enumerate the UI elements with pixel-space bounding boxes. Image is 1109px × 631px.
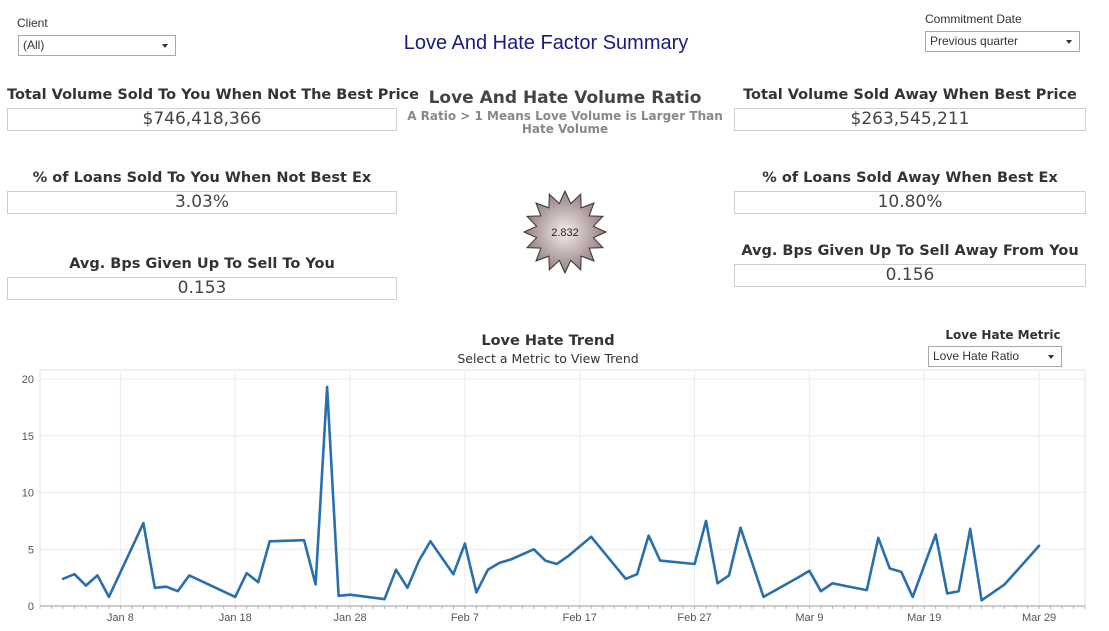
kpi-value-avg-bps-away: 0.156 <box>734 264 1086 287</box>
kpi-value-avg-bps-to-you: 0.153 <box>7 277 397 300</box>
commitment-date-filter-label: Commitment Date <box>925 12 1022 26</box>
starburst-shape <box>522 190 608 274</box>
y-tick-label: 20 <box>22 374 34 386</box>
love-hate-metric-dropdown[interactable]: Love Hate Ratio <box>928 346 1062 367</box>
kpi-label-avg-bps-away: Avg. Bps Given Up To Sell Away From You <box>741 243 1079 259</box>
ratio-value: 2.832 <box>551 227 579 239</box>
plot-area-border <box>39 369 1086 607</box>
chevron-down-icon <box>1066 40 1072 44</box>
kpi-label-pct-loans-sold-away: % of Loans Sold Away When Best Ex <box>762 170 1058 186</box>
y-tick-label: 10 <box>22 488 34 500</box>
x-tick-label: Mar 9 <box>795 612 823 624</box>
x-tick-label: Jan 28 <box>334 612 367 624</box>
love-hate-metric-dropdown-value: Love Hate Ratio <box>933 349 1020 363</box>
kpi-value-pct-loans-sold-away: 10.80% <box>734 191 1086 214</box>
client-dropdown[interactable]: (All) <box>18 35 176 56</box>
client-dropdown-value: (All) <box>23 38 45 52</box>
x-tick-label: Mar 29 <box>1022 612 1056 624</box>
y-tick-label: 5 <box>28 544 34 556</box>
kpi-label-volume-sold-to-you: Total Volume Sold To You When Not The Be… <box>7 87 419 103</box>
page-title: Love And Hate Factor Summary <box>403 32 689 54</box>
kpi-value-volume-sold-away: $263,545,211 <box>734 108 1086 131</box>
chevron-down-icon <box>162 44 168 48</box>
kpi-label-avg-bps-to-you: Avg. Bps Given Up To Sell To You <box>69 256 335 272</box>
y-tick-label: 0 <box>28 601 34 613</box>
kpi-value-volume-sold-to-you: $746,418,366 <box>7 108 397 131</box>
trend-title: Love Hate Trend <box>481 333 615 349</box>
ratio-title: Love And Hate Volume Ratio <box>428 88 702 108</box>
kpi-label-volume-sold-away: Total Volume Sold Away When Best Price <box>743 87 1077 103</box>
x-tick-label: Jan 8 <box>107 612 134 624</box>
x-tick-label: Feb 7 <box>451 612 479 624</box>
love-hate-trend-chart: 0 5 10 15 20 Jan 8 Jan 18 Jan 28 Feb 7 Feb 17 Feb … <box>22 369 1086 624</box>
x-tick-label: Feb 27 <box>677 612 711 624</box>
y-tick-label: 15 <box>22 431 34 443</box>
client-filter-label: Client <box>17 16 48 30</box>
kpi-value-pct-loans-sold-to-you: 3.03% <box>7 191 397 214</box>
love-hate-metric-label: Love Hate Metric <box>945 328 1061 342</box>
x-tick-label: Mar 19 <box>907 612 941 624</box>
chevron-down-icon <box>1048 355 1054 359</box>
x-tick-label: Feb 17 <box>563 612 597 624</box>
ratio-starburst-badge: 2.832 <box>522 190 608 274</box>
kpi-label-pct-loans-sold-to-you: % of Loans Sold To You When Not Best Ex <box>32 170 372 186</box>
x-tick-label: Jan 18 <box>219 612 252 624</box>
commitment-date-dropdown-value: Previous quarter <box>930 34 1019 48</box>
ratio-subtitle: A Ratio > 1 Means Love Volume is Larger … <box>407 109 723 136</box>
trend-series-line <box>61 385 1041 602</box>
commitment-date-dropdown[interactable]: Previous quarter <box>925 31 1080 52</box>
trend-subtitle: Select a Metric to View Trend <box>457 351 639 366</box>
